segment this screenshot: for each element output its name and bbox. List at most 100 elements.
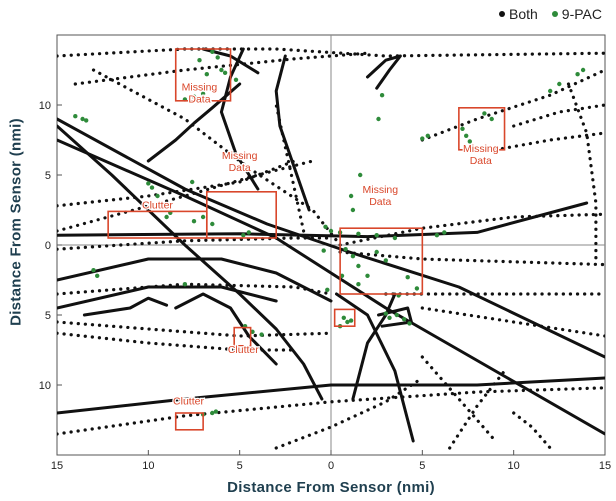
annotation-label-3: Missing Data (222, 150, 258, 174)
pac-point-31 (383, 258, 388, 263)
pac-point-1 (73, 114, 78, 119)
both-track-2 (57, 124, 324, 401)
both-track-1 (57, 117, 605, 359)
annotation-label-line: Clutter (142, 200, 173, 212)
annotation-label-line: Clutter (173, 396, 204, 408)
pac-point-39 (401, 317, 407, 322)
both-track-32 (420, 306, 605, 338)
annotation-box-3 (205, 191, 277, 239)
annotation-label-7: Clutter (228, 344, 259, 356)
pac-point-33 (341, 315, 346, 320)
annotation-label-line: Missing (182, 82, 218, 94)
pac-point-16 (210, 221, 215, 227)
pac-point-23 (356, 231, 361, 236)
pac-point-70 (213, 409, 219, 414)
pac-point-72 (442, 230, 447, 235)
pac-point-30 (374, 249, 379, 255)
pac-point-74 (356, 282, 361, 287)
pac-point-14 (191, 219, 197, 224)
both-track-9 (174, 292, 278, 366)
pac-point-9 (204, 72, 209, 77)
x-tick-label: 15 (51, 460, 63, 472)
pac-point-15 (200, 214, 206, 220)
y-tick-label: 5 (45, 170, 51, 182)
both-track-39 (274, 103, 306, 233)
both-track-21 (57, 159, 297, 208)
annotation-label-8: Clutter (173, 396, 204, 408)
both-track-16 (377, 306, 413, 328)
pac-point-51 (420, 136, 425, 141)
x-tick-label: 10 (508, 460, 520, 472)
y-tick-label: 10 (39, 380, 51, 392)
both-track-33 (420, 68, 605, 142)
both-track-37 (512, 411, 552, 450)
pac-point-19 (246, 230, 251, 235)
pac-point-2 (80, 116, 85, 122)
both-track-7 (57, 285, 278, 310)
x-tick-label: 5 (237, 460, 243, 472)
both-track-19 (73, 51, 370, 86)
pac-point-47 (348, 193, 354, 199)
pac-point-21 (328, 228, 334, 234)
annotation-label-1: Missing Data (182, 82, 218, 106)
pac-point-20 (323, 224, 328, 229)
pac-point-64 (182, 282, 188, 287)
both-track-6 (57, 257, 333, 303)
pac-point-59 (557, 81, 562, 87)
annotation-box-6 (333, 308, 356, 327)
legend-item-9pac: 9-PAC (551, 6, 602, 22)
annotation-label-line: Missing (463, 143, 499, 155)
pac-point-11 (215, 55, 220, 60)
annotation-label-line: Data (188, 94, 210, 106)
pac-point-62 (91, 268, 96, 273)
pac-point-65 (190, 179, 195, 185)
pac-point-40 (407, 321, 412, 326)
pac-point-61 (580, 67, 586, 73)
both-track-10 (146, 82, 242, 163)
both-track-17 (335, 292, 415, 443)
pac-point-78 (325, 287, 330, 292)
annotation-label-line: Missing (363, 184, 399, 196)
both-track-34 (493, 131, 605, 152)
pac-point-46 (350, 207, 356, 213)
pac-point-53 (460, 126, 465, 131)
pac-point-29 (365, 273, 370, 278)
pac-marker-icon (551, 11, 558, 17)
both-track-4 (57, 201, 589, 239)
x-axis-label: Distance From Sensor (nmi) (227, 479, 435, 496)
legend-pac-label: 9-PAC (561, 6, 602, 22)
both-track-38 (448, 369, 507, 450)
pac-point-71 (434, 233, 440, 238)
both-track-29 (338, 212, 605, 247)
both-track-20 (91, 68, 342, 247)
pac-point-6 (200, 91, 206, 97)
pac-point-10 (219, 67, 224, 73)
both-tracks (57, 47, 605, 450)
both-marker-icon (498, 11, 505, 17)
pac-point-79 (321, 248, 326, 253)
annotation-box-5 (458, 107, 506, 151)
pac-point-48 (358, 172, 363, 178)
pac-point-7 (197, 58, 202, 63)
legend-both-label: Both (508, 6, 538, 22)
both-track-23 (57, 236, 333, 251)
pac-point-17 (155, 193, 160, 199)
annotation-label-line: Data (369, 196, 391, 208)
pac-point-35 (348, 318, 354, 323)
both-track-18 (57, 47, 605, 58)
annotation-label-line: Missing (222, 150, 258, 162)
pac-point-25 (392, 235, 398, 241)
x-tick-label: 15 (599, 460, 611, 472)
axis-ticks: 15 10 5 0 5 10 15 10 5 0 5 10 (39, 100, 611, 472)
pac-point-58 (548, 88, 553, 94)
pac-point-37 (387, 315, 392, 320)
pac-point-5 (191, 94, 197, 99)
pac-point-34 (345, 319, 350, 325)
both-track-14 (366, 54, 402, 90)
both-track-8 (82, 296, 169, 317)
annotation-label-4: Missing Data (363, 184, 399, 208)
x-tick-label: 5 (419, 460, 425, 472)
y-axis-label-wrap: Distance From Sensor (nmi) (4, 62, 28, 382)
both-track-27 (57, 386, 605, 436)
